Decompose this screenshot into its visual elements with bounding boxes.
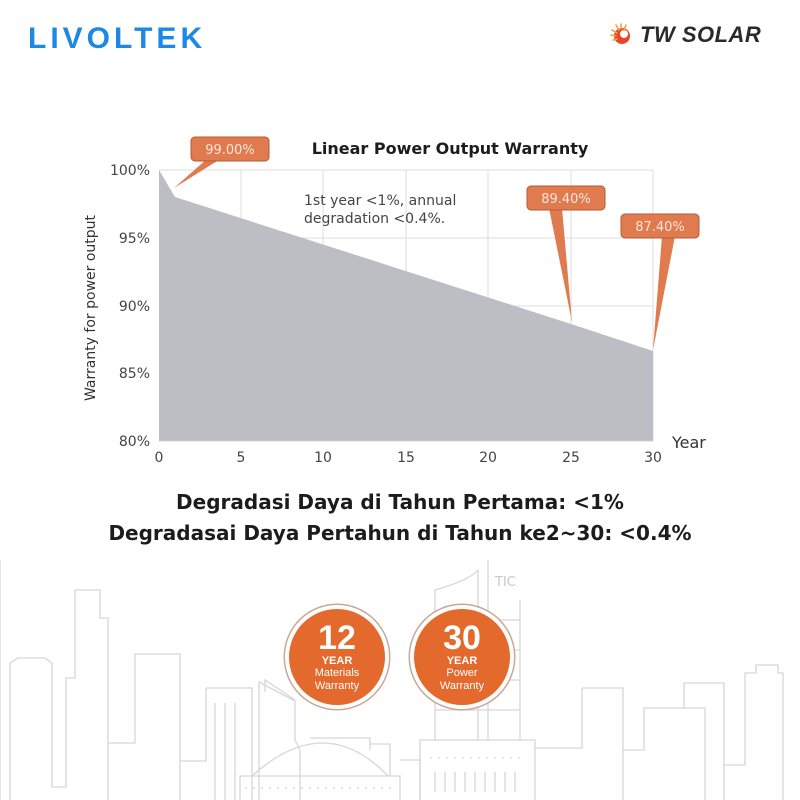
x-tick: 20 — [479, 450, 497, 466]
x-tick: 15 — [397, 450, 415, 466]
badge-line-2: Warranty — [314, 680, 360, 692]
headline-annual: Degradasai Daya Pertahun di Tahun ke2~30… — [108, 521, 692, 545]
x-tick: 30 — [644, 450, 662, 466]
y-tick: 85% — [119, 366, 150, 382]
y-tick: 95% — [119, 231, 150, 247]
warranty-area — [159, 170, 653, 441]
y-tick: 80% — [119, 434, 150, 450]
x-axis-label: Year — [671, 433, 706, 452]
callout-year-25: 89.40% — [526, 185, 606, 322]
chart-title: Linear Power Output Warranty — [312, 139, 589, 158]
city-skyline-illustration: TIC — [0, 560, 784, 800]
x-tick: 0 — [155, 450, 164, 466]
tw-solar-wordmark: TW SOLAR — [640, 22, 762, 47]
x-tick: 10 — [314, 450, 332, 466]
callout-year-1: 99.00% — [174, 136, 270, 188]
y-axis-label: Warranty for power output — [83, 214, 99, 401]
badge-line-1: Power — [446, 667, 478, 679]
callout-label: 99.00% — [205, 143, 255, 158]
tw-solar-logo: TW SOLAR — [608, 22, 761, 48]
materials-warranty-badge: 12 YEAR Materials Warranty — [289, 609, 385, 705]
power-warranty-badge: 30 YEAR Power Warranty — [414, 609, 510, 705]
annotation-line-1: 1st year <1%, annual — [304, 193, 456, 209]
badge-unit: YEAR — [321, 655, 353, 667]
badge-line-2: Warranty — [439, 680, 485, 692]
y-tick: 90% — [119, 299, 150, 315]
badge-line-1: Materials — [314, 667, 360, 679]
x-tick: 5 — [237, 450, 246, 466]
badge-number: 30 — [443, 619, 481, 657]
annotation-line-2: degradation <0.4%. — [304, 211, 445, 227]
x-tick: 25 — [562, 450, 580, 466]
power-warranty-chart: 100% 95% 90% 85% 80% 0 5 10 15 20 25 30 … — [83, 136, 706, 466]
building-sign: TIC — [494, 575, 516, 590]
headline-first-year: Degradasi Daya di Tahun Pertama: <1% — [176, 490, 624, 514]
callout-label: 87.40% — [635, 220, 685, 235]
callout-label: 89.40% — [541, 192, 591, 207]
livoltek-logo: LIVOLTEK — [28, 22, 207, 55]
callout-year-30: 87.40% — [620, 213, 700, 350]
badge-number: 12 — [318, 619, 356, 657]
sun-swirl-icon — [610, 23, 630, 44]
y-tick: 100% — [110, 163, 150, 179]
badge-unit: YEAR — [446, 655, 478, 667]
